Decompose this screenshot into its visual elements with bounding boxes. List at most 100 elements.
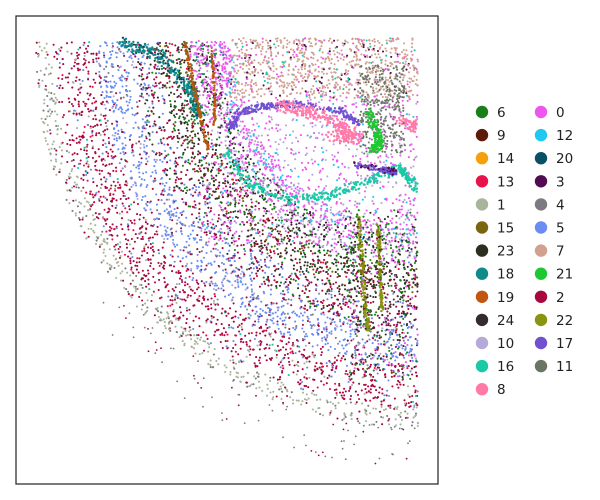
point-cluster-2 — [37, 82, 40, 85]
point-cluster-2 — [402, 383, 405, 386]
point-cluster-2 — [258, 267, 261, 270]
point-cluster-1 — [400, 418, 403, 422]
point-cluster-5 — [128, 56, 131, 59]
point-cluster-5 — [269, 259, 272, 262]
point-cluster-0 — [224, 129, 227, 132]
point-cluster-5 — [192, 220, 195, 223]
point-cluster-2 — [319, 347, 322, 350]
point-cluster-0 — [293, 207, 296, 210]
point-cluster-5 — [151, 125, 155, 128]
point-cluster-2 — [191, 151, 194, 154]
point-cluster-2 — [394, 286, 398, 290]
point-cluster-2 — [59, 84, 62, 87]
point-cluster-1 — [361, 402, 364, 405]
point-cluster-10 — [244, 288, 247, 291]
point-cluster-15 — [329, 267, 332, 270]
point-cluster-2 — [227, 257, 230, 260]
point-cluster-5 — [391, 318, 394, 321]
point-cluster-5 — [308, 280, 311, 284]
point-cluster-4 — [361, 338, 364, 341]
point-cluster-2 — [182, 289, 185, 292]
point-cluster-6 — [178, 117, 181, 120]
point-cluster-2 — [116, 234, 119, 237]
point-cluster-2 — [194, 191, 197, 194]
point-cluster-2 — [116, 64, 119, 67]
point-cluster-13 — [322, 261, 325, 264]
point-cluster-2 — [145, 152, 148, 155]
point-cluster-24 — [264, 207, 267, 210]
point-cluster-1 — [240, 375, 243, 379]
point-cluster-24 — [324, 292, 327, 295]
point-cluster-23 — [378, 316, 381, 319]
point-cluster-1 — [167, 315, 170, 318]
point-cluster-6 — [299, 242, 302, 245]
point-cluster-2 — [188, 178, 191, 181]
point-cluster-2 — [308, 355, 311, 358]
point-cluster-23 — [399, 298, 402, 301]
point-cluster-5 — [287, 291, 290, 294]
point-cluster-24 — [303, 208, 306, 211]
point-cluster-1 — [175, 283, 178, 286]
point-cluster-6 — [252, 217, 255, 220]
point-cluster-6 — [328, 281, 331, 284]
point-cluster-2 — [110, 162, 113, 165]
point-cluster-5 — [394, 359, 397, 362]
point-cluster-24 — [165, 174, 168, 177]
point-cluster-1 — [202, 339, 205, 343]
point-cluster-24 — [199, 127, 202, 130]
point-cluster-2 — [259, 342, 262, 345]
point-cluster-1 — [350, 383, 354, 387]
point-cluster-13 — [312, 268, 315, 271]
point-cluster-2 — [145, 137, 148, 140]
point-cluster-24 — [302, 249, 305, 252]
point-cluster-2 — [266, 327, 269, 330]
point-cluster-6 — [234, 210, 237, 213]
point-cluster-2 — [121, 202, 124, 205]
point-cluster-23 — [343, 265, 346, 268]
point-cluster-2 — [66, 123, 69, 126]
point-cluster-10 — [403, 331, 406, 335]
point-cluster-9 — [253, 242, 256, 245]
point-cluster-5 — [330, 330, 333, 333]
point-cluster-5 — [249, 314, 252, 317]
point-cluster-24 — [341, 293, 344, 296]
point-cluster-24 — [320, 307, 323, 311]
point-cluster-1 — [156, 321, 159, 324]
point-cluster-5 — [341, 300, 345, 303]
point-cluster-23 — [317, 261, 320, 265]
point-cluster-2 — [87, 98, 90, 101]
point-cluster-10 — [280, 194, 283, 197]
point-cluster-24 — [304, 255, 307, 258]
point-cluster-23 — [293, 250, 296, 253]
point-cluster-24 — [403, 286, 406, 290]
point-cluster-6 — [294, 272, 297, 275]
point-cluster-6 — [198, 69, 201, 72]
point-cluster-2 — [177, 178, 180, 181]
point-cluster-5 — [202, 256, 206, 259]
point-cluster-24 — [197, 137, 200, 140]
point-cluster-2 — [258, 326, 261, 330]
point-cluster-5 — [161, 112, 164, 115]
point-cluster-5 — [140, 161, 143, 164]
point-cluster-2 — [408, 405, 411, 408]
point-cluster-5 — [114, 51, 117, 54]
point-cluster-2 — [284, 348, 288, 351]
point-cluster-5 — [103, 79, 106, 82]
point-cluster-5 — [97, 198, 101, 201]
point-cluster-2 — [176, 163, 179, 166]
point-cluster-6 — [198, 218, 201, 221]
point-cluster-24 — [197, 143, 200, 146]
point-cluster-1 — [395, 408, 398, 411]
point-cluster-9 — [269, 251, 272, 254]
point-cluster-1 — [199, 338, 202, 341]
point-cluster-1 — [38, 84, 41, 87]
point-cluster-1 — [74, 212, 77, 215]
point-cluster-1 — [212, 302, 215, 305]
point-cluster-2 — [387, 318, 390, 322]
point-cluster-2 — [401, 336, 404, 339]
point-cluster-2 — [91, 102, 94, 105]
point-cluster-10 — [160, 234, 164, 237]
point-cluster-1 — [303, 362, 306, 365]
point-cluster-5 — [218, 254, 221, 257]
point-cluster-2 — [256, 365, 259, 368]
